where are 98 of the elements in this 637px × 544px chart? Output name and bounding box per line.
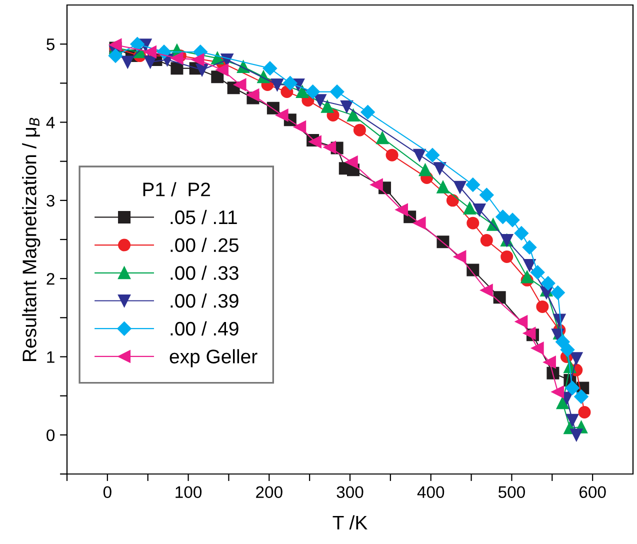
- x-tick-label: 100: [176, 486, 202, 498]
- point: [340, 100, 354, 113]
- point: [121, 56, 134, 68]
- x-tick-label: 200: [256, 486, 282, 498]
- point: [321, 100, 334, 113]
- point: [578, 406, 591, 418]
- point: [550, 286, 565, 300]
- point: [446, 194, 459, 207]
- point: [500, 250, 514, 263]
- legend-title: P1 / P2: [143, 182, 210, 196]
- point: [473, 204, 486, 216]
- legend-label: .00 / .39: [170, 293, 238, 308]
- point: [270, 78, 284, 91]
- y-axis-title: Resultant Magnetization / μ$_{B}$: [22, 118, 40, 361]
- point: [515, 315, 528, 328]
- point: [330, 84, 344, 99]
- y-tick-label: 1: [47, 351, 54, 363]
- point: [144, 56, 157, 68]
- point: [454, 180, 466, 194]
- point: [196, 64, 208, 76]
- y-tick-label: 3: [46, 194, 54, 207]
- point: [574, 390, 588, 404]
- y-tick-label: 0: [46, 429, 55, 442]
- y-tick-label: 5: [46, 38, 54, 50]
- point: [543, 356, 556, 368]
- x-tick-label: 0: [103, 486, 112, 498]
- point: [530, 265, 545, 280]
- point: [566, 414, 579, 426]
- legend-label: .05 / .11: [170, 210, 237, 224]
- point: [523, 259, 536, 272]
- point: [211, 70, 224, 84]
- point: [283, 76, 298, 90]
- point: [109, 38, 122, 52]
- point: [246, 88, 260, 102]
- point: [570, 428, 583, 442]
- point: [170, 62, 184, 75]
- point: [531, 342, 544, 354]
- x-axis-title: T /K: [332, 515, 368, 530]
- x-tick-label: 400: [417, 486, 444, 498]
- point: [454, 250, 466, 263]
- point: [552, 328, 564, 342]
- point: [413, 148, 426, 162]
- point: [170, 52, 184, 64]
- point: [466, 216, 480, 230]
- point: [360, 105, 375, 120]
- point: [522, 240, 537, 254]
- point: [234, 78, 246, 91]
- point: [386, 148, 398, 162]
- point: [560, 342, 575, 357]
- point: [541, 276, 556, 290]
- point: [514, 226, 528, 240]
- point: [324, 141, 336, 154]
- point: [463, 202, 476, 214]
- point: [425, 148, 440, 162]
- point: [370, 178, 383, 192]
- point: [353, 124, 366, 136]
- point: [396, 204, 408, 216]
- point: [413, 216, 426, 230]
- point: [144, 46, 157, 58]
- x-tick-label: 600: [580, 486, 606, 498]
- point: [192, 53, 204, 66]
- point: [418, 164, 432, 176]
- point: [570, 352, 583, 365]
- point: [345, 156, 358, 168]
- legend-label: .00 / .25: [170, 238, 238, 252]
- point: [306, 84, 320, 99]
- point: [536, 300, 549, 313]
- x-tick-label: 500: [498, 486, 525, 498]
- point: [552, 386, 564, 398]
- point: [493, 291, 506, 304]
- legend-label: exp Geller: [170, 349, 258, 368]
- point: [216, 64, 228, 76]
- point: [434, 162, 446, 175]
- point: [436, 180, 450, 194]
- point: [523, 327, 536, 340]
- point: [480, 234, 493, 247]
- point: [466, 178, 480, 192]
- point: [294, 120, 306, 134]
- point: [480, 284, 493, 297]
- legend-label: .00 / .49: [170, 321, 238, 336]
- point: [108, 48, 123, 63]
- point: [496, 210, 510, 224]
- point: [556, 396, 569, 410]
- point: [480, 188, 494, 202]
- x-tick-label: 300: [336, 486, 364, 498]
- point: [565, 380, 580, 396]
- point: [520, 270, 534, 284]
- point: [376, 132, 389, 144]
- point: [276, 108, 288, 122]
- point: [346, 108, 360, 122]
- point: [505, 212, 520, 228]
- point: [262, 61, 278, 76]
- y-tick-label: 2: [46, 272, 54, 285]
- point: [314, 94, 326, 107]
- y-tick-label: 4: [46, 116, 55, 128]
- point: [130, 37, 144, 52]
- point: [296, 86, 309, 98]
- legend-label: .00 / .33: [170, 266, 238, 280]
